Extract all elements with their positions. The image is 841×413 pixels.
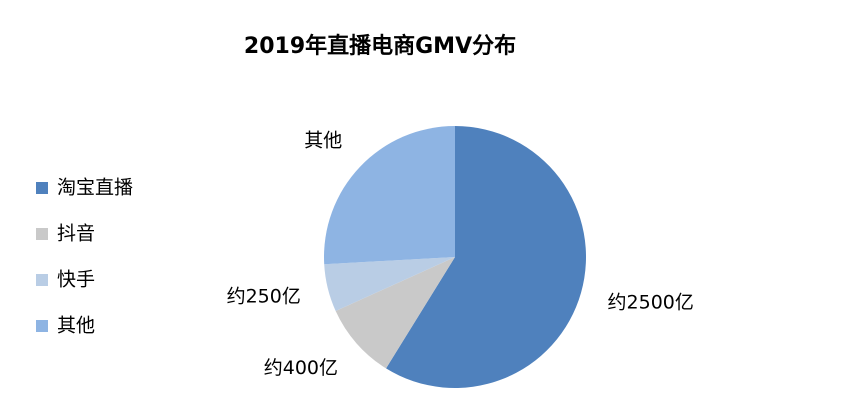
- pie-slice: [386, 126, 586, 389]
- legend-swatch: [36, 274, 48, 286]
- data-label: 其他: [304, 129, 342, 151]
- legend-text: 抖音: [57, 223, 95, 245]
- legend-swatch: [36, 228, 48, 240]
- legend-swatch: [36, 182, 48, 194]
- legend-swatch: [36, 320, 48, 332]
- pie-slice: [335, 257, 455, 369]
- data-label: 约250亿: [227, 286, 301, 308]
- data-label: 约400亿: [264, 357, 338, 379]
- legend-text: 快手: [57, 269, 95, 291]
- pie-slice: [324, 126, 455, 265]
- legend-text: 淘宝直播: [57, 177, 133, 199]
- legend-text: 其他: [57, 315, 95, 337]
- chart-title: 2019年直播电商GMV分布: [244, 33, 516, 59]
- pie-slice: [324, 257, 455, 312]
- data-label: 约2500亿: [608, 292, 694, 314]
